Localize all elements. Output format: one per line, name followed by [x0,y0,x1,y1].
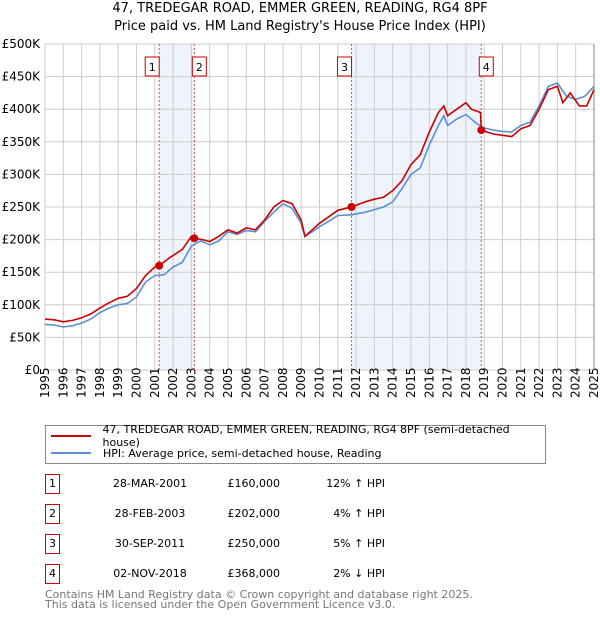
x-tick-label: 2022 [532,367,546,398]
x-tick-label: 2014 [386,367,400,398]
y-tick-label: £400K [2,102,42,116]
y-tick-label: £200K [2,233,42,247]
legend-swatch-red [51,435,91,437]
x-tick-label: 2020 [496,367,510,398]
footer-licence: This data is licensed under the Open Gov… [45,598,396,611]
x-tick-label: 1996 [56,367,70,398]
sales-table-row: 2 28-FEB-2003 £202,000 4% ↑ HPI [45,504,445,524]
sale-price: £368,000 [227,567,281,580]
legend: 47, TREDEGAR ROAD, EMMER GREEN, READING,… [45,423,546,464]
x-tick-label: 2016 [422,367,436,398]
y-tick-label: £50K [9,330,41,344]
x-tick-label: 2017 [441,367,455,398]
x-tick-label: 1997 [75,367,89,398]
y-tick-label: £250K [2,200,42,214]
sale-hpi-comparison: 5% ↑ HPI [333,537,385,550]
chart-title: 47, TREDEGAR ROAD, EMMER GREEN, READING,… [112,1,488,16]
sale-marker-box [478,56,494,77]
x-tick-label: 2018 [459,367,473,398]
sale-date: 30-SEP-2011 [114,537,186,550]
x-tick-label: 2004 [203,367,217,398]
legend-item-hpi: HPI: Average price, semi-detached house,… [46,445,382,461]
sales-table-row: 1 28-MAR-2001 £160,000 12% ↑ HPI [45,474,445,494]
legend-item-property: 47, TREDEGAR ROAD, EMMER GREEN, READING,… [46,423,545,449]
x-tick-label: 2023 [550,367,564,398]
x-tick-label: 2000 [130,367,144,398]
x-tick-label: 2011 [331,367,345,398]
sale-marker-box [337,56,353,77]
property-price-line [44,85,595,323]
x-tick-label: 1999 [111,367,125,398]
y-tick-label: £100K [2,298,42,312]
sale-marker-number: 4 [483,61,490,74]
sale-date: 28-MAR-2001 [112,477,188,490]
sale-marker-label: 3 [337,56,353,77]
legend-swatch-blue [51,452,91,454]
x-tick-label: 2002 [166,367,180,398]
sale-marker-label: 2 [191,56,207,77]
sale-marker-label: 4 [478,56,494,77]
x-tick-label: 2007 [258,367,272,398]
sale-marker-box [144,56,160,77]
x-tick-label: 2006 [239,367,253,398]
sale-number-badge: 1 [45,474,60,494]
legend-label: 47, TREDEGAR ROAD, EMMER GREEN, READING,… [102,423,510,449]
y-tick-label: £450K [2,70,42,84]
x-tick-label: 1998 [93,367,107,398]
sale-hpi-comparison: 12% ↑ HPI [326,477,385,490]
sale-hpi-comparison: 4% ↑ HPI [333,507,385,520]
x-tick-label: 1995 [38,367,52,398]
hpi-line [44,82,595,328]
x-tick-label: 2019 [477,367,491,398]
sale-price: £160,000 [227,477,281,490]
sale-point [190,234,199,243]
x-tick-label: 2003 [184,367,198,398]
x-tick-label: 2010 [313,367,327,398]
sale-date: 02-NOV-2018 [113,567,187,580]
sale-price: £250,000 [227,537,281,550]
x-tick-label: 2021 [514,367,528,398]
sale-marker-number: 1 [149,61,156,74]
sale-point [347,203,356,211]
x-tick-label: 2008 [276,367,290,398]
sale-marker-box [191,56,207,77]
y-tick-label: £500K [2,37,42,51]
sales-table-row: 3 30-SEP-2011 £250,000 5% ↑ HPI [45,534,445,554]
y-tick-label: £350K [2,135,42,149]
sale-point [155,261,164,270]
y-tick-label: £0 [25,363,40,377]
sale-marker-label: 1 [144,56,160,77]
sale-date: 28-FEB-2003 [114,507,186,520]
sale-number-badge: 4 [45,564,60,584]
x-tick-label: 2001 [148,367,162,398]
sale-hpi-comparison: 2% ↓ HPI [333,567,385,580]
sale-number-badge: 2 [45,504,60,524]
y-tick-label: £300K [2,167,42,181]
sale-price: £202,000 [227,507,281,520]
price-chart: £0 £50K £100K £150K £200K £250K £300K £350K £400… [2,37,600,398]
x-tick-label: 2015 [404,367,418,398]
sale-point [477,126,486,135]
x-tick-label: 2024 [569,367,583,398]
sale-marker-number: 3 [341,61,348,74]
footer-copyright: Contains HM Land Registry data © Crown c… [45,588,473,601]
sales-table-row: 4 02-NOV-2018 £368,000 2% ↓ HPI [45,564,445,584]
legend-label: HPI: Average price, semi-detached house,… [103,446,382,460]
sale-number-badge: 3 [45,534,60,554]
x-tick-label: 2012 [349,367,363,398]
chart-subtitle: Price paid vs. HM Land Registry's House … [114,19,486,34]
x-tick-label: 2009 [294,367,308,398]
sale-marker-number: 2 [196,61,203,74]
x-tick-label: 2013 [367,367,381,398]
x-tick-label: 2005 [221,367,235,398]
y-tick-label: £150K [2,265,42,279]
x-tick-label: 2025 [587,367,600,398]
